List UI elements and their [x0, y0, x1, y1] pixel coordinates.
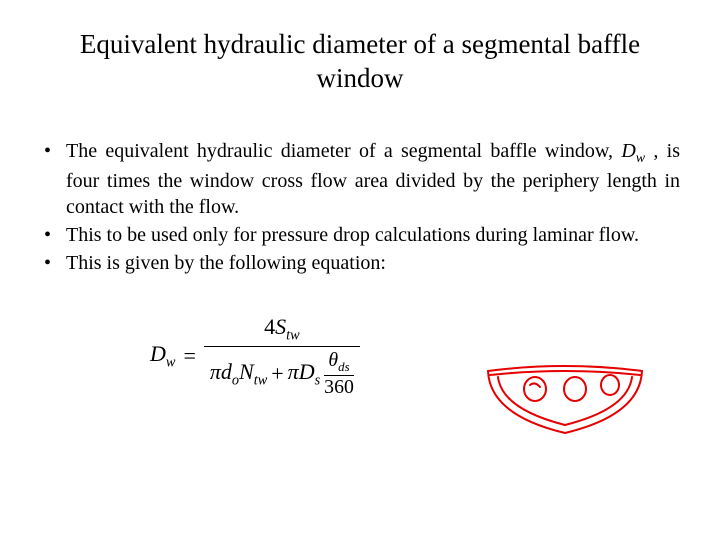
equation: Dw = 4Stw πdoNtw + πDs θd	[150, 312, 360, 401]
bullet-1-text-a: The equivalent hydraulic diameter of a s…	[66, 140, 621, 162]
den-D: D	[299, 359, 315, 384]
angle-num: θds	[328, 349, 349, 375]
den-D-sub: s	[315, 372, 321, 388]
tube-hole-3	[601, 375, 619, 395]
angle-fraction: θds 360	[324, 349, 354, 399]
numerator: 4Stw	[258, 312, 306, 346]
plus-sign: +	[271, 361, 283, 387]
bullet-1-var: D	[621, 140, 635, 162]
theta: θ	[328, 349, 338, 371]
denominator: πdoNtw + πDs θds 360	[204, 347, 360, 401]
den-N-sub: tw	[254, 372, 268, 388]
num-sub: tw	[286, 327, 300, 343]
tube-hole-2	[564, 377, 586, 401]
hole-scribble	[530, 383, 540, 387]
bullet-1-var-sub: w	[636, 151, 645, 166]
equation-lhs: Dw	[150, 341, 175, 371]
bullet-2: This to be used only for pressure drop c…	[40, 222, 680, 248]
title-line-1: Equivalent hydraulic diameter of a segme…	[80, 29, 640, 59]
den-N: N	[239, 359, 254, 384]
pi-2: π	[288, 359, 299, 384]
angle-den: 360	[324, 376, 354, 399]
slide-title: Equivalent hydraulic diameter of a segme…	[40, 28, 680, 96]
den-term-2: πDs	[288, 359, 321, 389]
bullet-3: This is given by the following equation:	[40, 250, 680, 276]
num-coeff: 4	[264, 314, 275, 339]
den-term-1: πdoNtw	[210, 359, 267, 389]
equals-sign: =	[183, 343, 195, 369]
bullet-list: The equivalent hydraulic diameter of a s…	[40, 138, 680, 276]
chord-top-2	[490, 371, 640, 375]
lhs-sym: D	[150, 341, 166, 366]
tube-hole-1	[524, 377, 546, 401]
den-d: d	[221, 359, 232, 384]
pi-1: π	[210, 359, 221, 384]
baffle-window-sketch	[480, 355, 650, 440]
title-line-2: window	[317, 63, 404, 93]
bullet-1: The equivalent hydraulic diameter of a s…	[40, 138, 680, 220]
num-sym: S	[275, 314, 286, 339]
lhs-sub: w	[166, 355, 176, 371]
theta-sub: ds	[338, 360, 349, 374]
den-d-sub: o	[232, 372, 239, 388]
main-fraction: 4Stw πdoNtw + πDs θds	[204, 312, 360, 401]
